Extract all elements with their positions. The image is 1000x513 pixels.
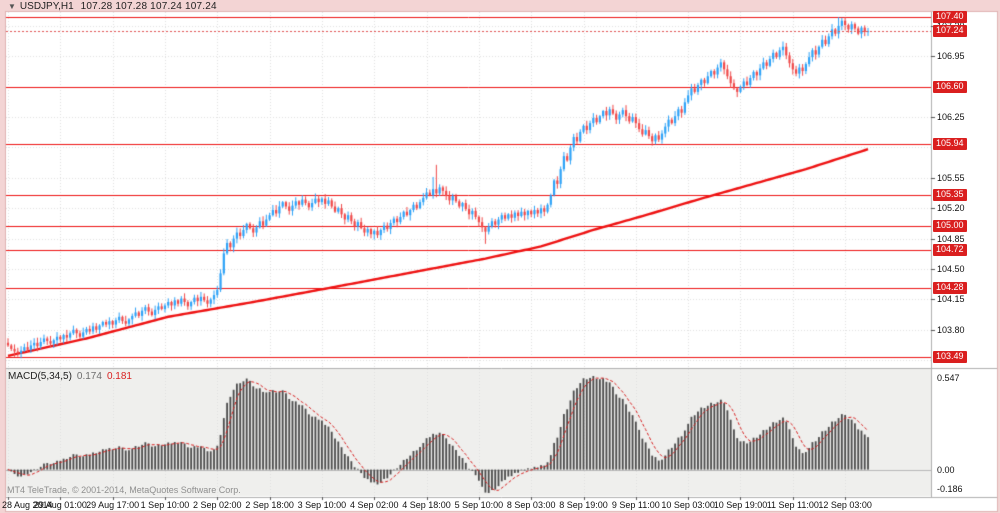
chart-title: ▼ USDJPY,H1 107.28 107.28 107.24 107.24: [8, 1, 217, 12]
chart-dropdown-icon[interactable]: ▼: [8, 2, 16, 11]
time-axis-label: 29 Aug 01:00: [33, 500, 87, 510]
time-axis-label: 10 Sep 03:00: [661, 500, 715, 510]
price-tick-label: 105.20: [937, 203, 965, 214]
time-axis-label: 8 Sep 03:00: [506, 500, 556, 510]
price-tick-label: 105.55: [937, 172, 965, 183]
macd-signal-value: 0.181: [106, 371, 132, 382]
time-axis-label: 28 Aug 2014: [2, 500, 53, 510]
price-tick-label: 103.80: [937, 324, 965, 335]
price-level-badge: 104.72: [933, 243, 967, 256]
price-level-badge: 103.49: [933, 350, 967, 363]
macd-scale-max: 0.547: [937, 373, 960, 383]
time-axis-label: 1 Sep 10:00: [140, 500, 190, 510]
price-level-badge: 104.28: [933, 282, 967, 295]
time-axis-label: 29 Aug 17:00: [86, 500, 140, 510]
price-level-badge: 105.94: [933, 137, 967, 150]
price-tick-label: 104.50: [937, 264, 965, 274]
time-axis-label: 3 Sep 10:00: [297, 500, 347, 510]
price-level-badge: 105.35: [933, 189, 967, 202]
price-tick-label: 104.15: [937, 294, 965, 305]
price-level-badge: 105.00: [933, 219, 967, 232]
macd-scale-zero: 0.00: [937, 464, 955, 475]
price-level-badge: 107.40: [933, 11, 967, 24]
chart-symbol-period: USDJPY,H1: [19, 1, 74, 12]
price-level-badge: 106.60: [933, 80, 967, 93]
time-axis-label: 4 Sep 02:00: [349, 500, 399, 510]
price-tick-label: 104.85: [937, 233, 965, 244]
time-axis-label: 10 Sep 19:00: [713, 500, 768, 510]
time-axis-label: 8 Sep 19:00: [559, 500, 608, 510]
time-axis-label: 2 Sep 02:00: [192, 500, 242, 510]
current-price-badge: 107.24: [933, 25, 967, 38]
chart-ohlc-values: 107.28 107.28 107.24 107.24: [80, 1, 217, 12]
time-axis-label: 11 Sep 11:00: [766, 500, 819, 510]
time-axis-label: 4 Sep 18:00: [402, 500, 451, 510]
time-axis-label: 9 Sep 11:00: [611, 500, 660, 510]
price-tick-label: 106.25: [937, 112, 965, 123]
price-tick-label: 106.95: [937, 51, 965, 62]
time-axis-label: 12 Sep 03:00: [818, 500, 872, 510]
macd-value: 0.174: [76, 371, 102, 382]
copyright-text: MT4 TeleTrade, © 2001-2014, MetaQuotes S…: [7, 485, 241, 495]
time-axis-label: 2 Sep 18:00: [245, 500, 294, 510]
macd-scale-min: -0.186: [937, 484, 963, 494]
time-axis-label: 5 Sep 10:00: [454, 500, 504, 510]
macd-indicator-label: MACD(5,34,5) 0.174 0.181: [8, 371, 137, 382]
macd-name: MACD(5,34,5): [8, 371, 72, 382]
